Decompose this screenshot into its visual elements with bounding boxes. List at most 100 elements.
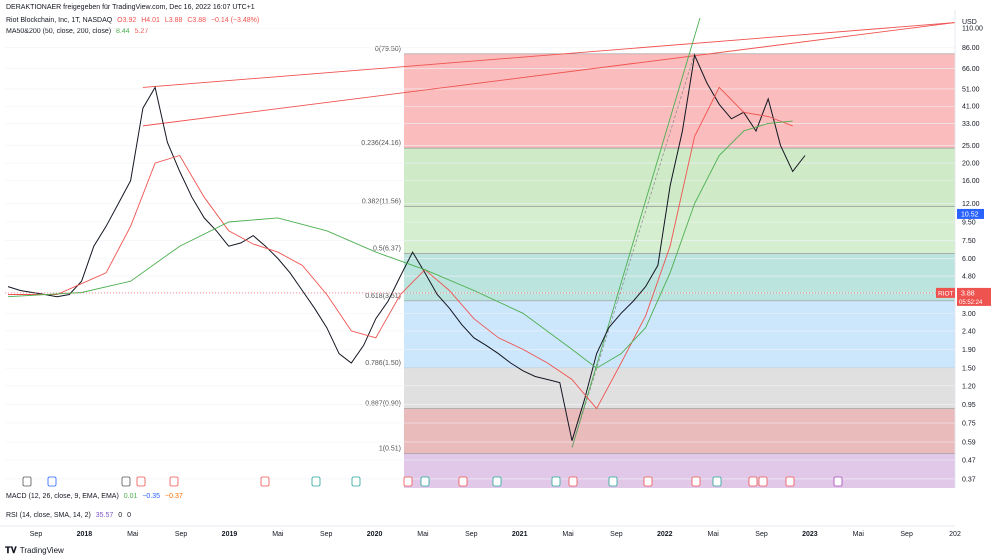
time-tick-label: 2022	[657, 531, 673, 538]
event-marker-icon	[492, 476, 502, 487]
trend-lines[interactable]	[142, 17, 956, 448]
symbol-name[interactable]: Riot Blockchain, Inc, 1T, NASDAQ	[6, 17, 113, 24]
fib-band	[404, 253, 955, 301]
price-tick-label: 7.50	[962, 238, 976, 245]
fib-level-label: 0.5(6.37)	[373, 246, 401, 253]
time-tick-label: Sep	[610, 531, 623, 538]
fibonacci-retracement[interactable]: 0(79.50) 0.236(24.16) 0.382(11.56) 0.5(6.37…	[361, 46, 955, 488]
time-tick-label: Sep	[465, 531, 478, 538]
rsi-value-1: 35.57	[95, 512, 114, 519]
countdown-text: 05:52:24	[959, 300, 983, 306]
ma200-value: 5.27	[134, 28, 149, 35]
event-marker-icon	[351, 476, 361, 487]
time-axis[interactable]: Sep 2018 Mai Sep 2019 Mai Sep 2020 Mai Sep 2021 Mai…	[0, 525, 961, 538]
fib-level-label: 0.382(11.56)	[362, 198, 401, 205]
time-tick-label: 2018	[77, 531, 93, 538]
event-marker-icon	[420, 476, 430, 487]
open-value: O3.92	[117, 17, 137, 24]
series-ma200	[7, 120, 793, 369]
price-tick-label: 110.00	[962, 26, 983, 33]
price-tick-label: 25.00	[962, 143, 980, 150]
trend-line-lower	[142, 22, 956, 127]
time-tick-label: Sep	[320, 531, 333, 538]
tradingview-logo-icon: 𝐓𝐕	[5, 545, 17, 555]
price-tick-label: 12.00	[962, 201, 980, 208]
event-marker-icon	[47, 476, 57, 487]
event-marker-icon	[712, 476, 722, 487]
series-lines	[7, 53, 806, 441]
brand-name: TradingView	[19, 546, 64, 555]
last-price-tag	[957, 287, 991, 306]
fib-band	[404, 300, 955, 369]
time-tick-label: Mai	[127, 531, 139, 538]
ma-price-tag-text: 10.52	[961, 211, 979, 218]
high-value: H4.01	[141, 17, 160, 24]
price-tick-label: 16.00	[962, 178, 980, 185]
ma-line: MA50&200 (50, close, 200, close) 8.44 5.…	[6, 28, 151, 35]
price-tick-label: 0.59	[962, 440, 976, 447]
price-tick-label: 20.00	[962, 161, 980, 168]
last-price-text: 3.88	[961, 290, 975, 297]
event-marker-icon	[260, 476, 270, 487]
currency-label: USD	[962, 19, 977, 26]
event-marker-icon	[458, 476, 468, 487]
rsi-line: RSI (14, close, SMA, 14, 2) 35.57 0 0	[6, 512, 134, 519]
event-marker-icon	[22, 476, 32, 487]
fib-level-label: 0(79.50)	[375, 46, 401, 53]
macd-value-3: −0.37	[165, 493, 183, 500]
rsi-value-2: 0	[118, 512, 123, 519]
fib-level-label: 0.786(1.50)	[365, 360, 401, 367]
time-tick-label: Mai	[272, 531, 284, 538]
fib-anchor-line	[571, 53, 695, 448]
ma-label[interactable]: MA50&200 (50, close, 200, close)	[6, 28, 112, 35]
symbol-tag-text: RIOT	[938, 290, 954, 297]
time-tick-label: Mai	[708, 531, 720, 538]
time-tick-label: 202	[949, 531, 961, 538]
price-tick-label: 41.00	[962, 104, 980, 111]
price-tick-label: 86.00	[962, 45, 980, 52]
time-tick-label: 2019	[222, 531, 238, 538]
rsi-label[interactable]: RSI (14, close, SMA, 14, 2)	[6, 512, 91, 519]
change-value: −0.14 (−3.48%)	[210, 17, 260, 24]
price-tick-label: 1.50	[962, 366, 976, 373]
close-value: C3.88	[187, 17, 207, 24]
time-tick-label: 2021	[512, 531, 528, 538]
event-marker-icon	[608, 476, 618, 487]
footer-brand[interactable]: 𝐓𝐕 TradingView	[5, 545, 64, 556]
macd-label[interactable]: MACD (12, 26, close, 9, EMA, EMA)	[6, 493, 119, 500]
event-marker-icon	[121, 476, 131, 487]
event-marker-icon	[551, 476, 561, 487]
support-line	[571, 17, 701, 448]
price-tick-label: 0.47	[962, 458, 976, 465]
symbol-line: Riot Blockchain, Inc, 1T, NASDAQ O3.92 H…	[6, 17, 262, 24]
event-markers[interactable]	[22, 476, 843, 487]
event-marker-icon	[691, 476, 701, 487]
event-marker-icon	[403, 476, 413, 487]
fib-band	[404, 408, 955, 454]
time-tick-label: 2020	[367, 531, 383, 538]
event-marker-icon	[833, 476, 843, 487]
fib-level-label: 0.236(24.16)	[361, 140, 401, 147]
price-tick-label: 6.00	[962, 256, 976, 263]
event-marker-icon	[785, 476, 795, 487]
price-tick-label: 9.50	[962, 220, 976, 227]
price-tick-label: 3.00	[962, 311, 976, 318]
price-tick-label: 1.20	[962, 383, 976, 390]
price-tick-label: 51.00	[962, 86, 980, 93]
price-tick-label: 4.80	[962, 274, 976, 281]
event-marker-icon	[568, 476, 578, 487]
fib-level-label: 1(0.51)	[379, 446, 401, 453]
event-marker-icon	[643, 476, 653, 487]
time-tick-label: 2023	[802, 531, 818, 538]
time-tick-label: Sep	[175, 531, 188, 538]
series-riot	[7, 53, 806, 441]
price-tick-label: 33.00	[962, 121, 980, 128]
price-tick-label: 1.90	[962, 347, 976, 354]
time-tick-label: Sep	[30, 531, 43, 538]
ma50-value: 8.44	[116, 28, 130, 35]
fib-band	[404, 148, 955, 207]
event-marker-icon	[136, 476, 146, 487]
fib-band	[404, 453, 955, 488]
